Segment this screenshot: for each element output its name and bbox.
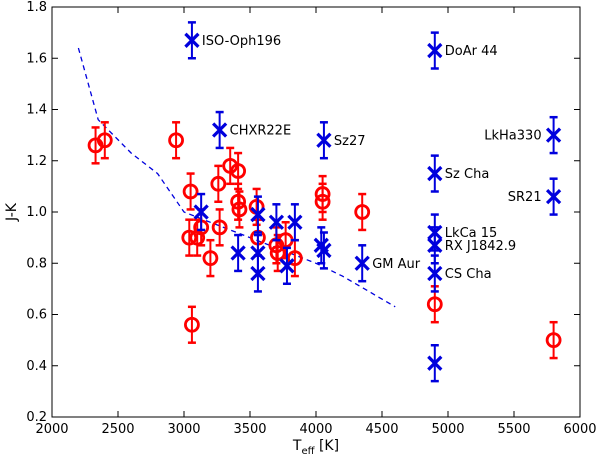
point-label: Sz27 xyxy=(334,134,366,149)
circle-marker xyxy=(314,193,331,210)
y-axis-label: J-K xyxy=(4,202,20,222)
y-tick-label: 0.4 xyxy=(26,359,47,374)
x-marker xyxy=(427,165,443,182)
circle-marker xyxy=(210,175,227,192)
x-marker xyxy=(279,258,295,274)
y-tick-label: 0.6 xyxy=(26,308,47,323)
x-marker xyxy=(316,242,332,259)
x-axis-label-unit: [K] xyxy=(315,438,340,454)
circle-marker xyxy=(286,250,303,267)
y-tick-label: 0.2 xyxy=(26,410,47,425)
x-tick-label: 2500 xyxy=(101,422,134,437)
x-tick-label: 3000 xyxy=(167,422,200,437)
x-marker xyxy=(427,237,443,253)
circle-marker xyxy=(181,229,198,246)
x-tick-label: 4000 xyxy=(299,422,332,437)
x-tick-label: 2000 xyxy=(35,422,68,437)
circle-marker xyxy=(182,183,199,200)
y-tick-label: 1.2 xyxy=(26,154,47,169)
circle-marker xyxy=(354,204,371,220)
x-marker xyxy=(427,42,443,59)
x-marker xyxy=(287,214,303,230)
x-axis-label-main: T xyxy=(292,438,302,454)
point-label: CHXR22E xyxy=(230,124,292,139)
y-tick-label: 1.8 xyxy=(26,0,47,15)
y-tick-label: 1.6 xyxy=(26,51,47,66)
x-tick-label: 4500 xyxy=(365,422,398,437)
circle-marker xyxy=(211,219,228,236)
x-tick-label: 5000 xyxy=(431,422,464,437)
circle-marker xyxy=(184,316,200,333)
x-marker xyxy=(354,255,370,271)
x-marker xyxy=(268,214,285,230)
x-marker xyxy=(250,245,266,261)
y-tick-label: 1.4 xyxy=(26,103,47,118)
x-tick-label: 6000 xyxy=(563,422,596,437)
series-crosses: ISO-Oph196 CHXR22E Sz27 DoAr 44 Sz Cha LkCa 1… xyxy=(184,21,562,383)
x-marker xyxy=(230,245,246,261)
circle-marker xyxy=(96,132,113,149)
y-axis-ticks: 0.2 0.4 0.6 0.8 1.0 1.2 1.4 1.6 1.8 xyxy=(26,0,580,425)
point-label: RX J1842.9 xyxy=(445,239,516,254)
x-marker xyxy=(427,355,443,371)
x-marker xyxy=(193,204,209,220)
circle-marker xyxy=(230,163,247,179)
point-label: LkHa330 xyxy=(484,129,541,144)
point-label: SR21 xyxy=(508,190,542,205)
x-marker xyxy=(545,188,562,205)
point-label: LkCa 15 xyxy=(445,226,498,241)
circle-marker xyxy=(168,132,184,149)
circle-marker xyxy=(231,201,248,218)
model-dashed-line xyxy=(77,47,396,308)
x-marker xyxy=(184,32,200,48)
x-marker xyxy=(427,265,443,282)
circle-marker xyxy=(230,193,247,210)
point-label: CS Cha xyxy=(445,267,492,282)
series-layer: ISO-Oph196 CHXR22E Sz27 DoAr 44 Sz Cha LkCa 1… xyxy=(77,21,562,383)
x-axis-ticks: 2000 2500 3000 3500 4000 4500 5000 5500 6000 xyxy=(35,7,597,437)
circle-marker xyxy=(269,245,286,261)
plot-area: 2000 2500 3000 3500 4000 4500 5000 5500 6000 0.2… xyxy=(26,0,596,437)
x-axis-label-subscript: eff xyxy=(301,446,315,456)
x-marker xyxy=(212,122,228,138)
x-marker xyxy=(250,206,266,223)
circle-marker xyxy=(202,250,219,267)
circle-marker xyxy=(426,296,443,313)
point-label: Sz Cha xyxy=(445,167,490,182)
y-tick-label: 1.0 xyxy=(26,205,47,220)
point-label: GM Aur xyxy=(372,257,421,272)
point-label: ISO-Oph196 xyxy=(202,34,281,49)
y-tick-label: 0.8 xyxy=(26,256,47,271)
x-marker xyxy=(250,265,266,282)
x-marker xyxy=(545,127,562,143)
point-label: DoAr 44 xyxy=(445,44,498,59)
x-marker xyxy=(316,132,332,148)
series-circles xyxy=(87,121,562,360)
plot-frame xyxy=(51,6,581,418)
x-axis-label: Teff [K] xyxy=(292,438,339,456)
x-tick-label: 5500 xyxy=(497,422,530,437)
circle-marker xyxy=(545,332,562,349)
x-tick-label: 3500 xyxy=(233,422,266,437)
